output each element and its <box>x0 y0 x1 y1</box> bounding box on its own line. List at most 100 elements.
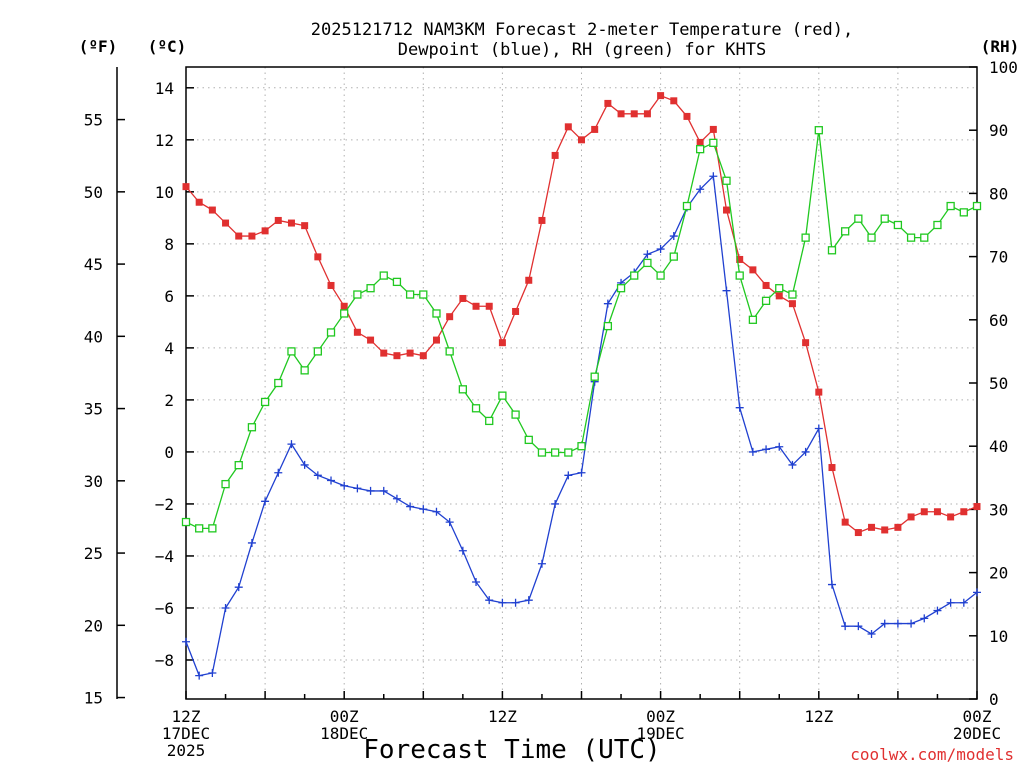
temperature-marker <box>274 216 282 224</box>
time-tick-label: 19DEC <box>637 724 685 743</box>
temperature-marker <box>617 110 625 118</box>
time-tick-label: 00Z <box>646 707 675 726</box>
dewpoint-marker <box>696 185 705 194</box>
temperature-marker <box>248 232 256 240</box>
fahrenheit-tick-label: 50 <box>84 183 103 202</box>
dewpoint-marker <box>880 619 889 628</box>
temperature-marker <box>947 513 955 521</box>
temperature-marker <box>182 183 190 191</box>
rh-marker <box>841 227 850 236</box>
rh-marker <box>577 442 586 451</box>
temperature-marker <box>657 92 665 100</box>
temperature-marker <box>578 136 585 144</box>
celsius-axis: −8 −6 −4 −2 0 2 4 6 8 10 12 14 <box>155 79 194 670</box>
dewpoint-marker <box>748 447 757 456</box>
dewpoint-marker <box>419 505 428 514</box>
temperature-marker <box>630 110 638 118</box>
dewpoint-marker <box>709 172 718 181</box>
rh-tick-label: 0 <box>989 690 999 709</box>
dewpoint-marker <box>472 577 481 586</box>
x-axis-label: Forecast Time (UTC) <box>363 735 660 765</box>
rh-marker <box>208 524 217 533</box>
temperature-marker <box>485 302 493 310</box>
series-dewpoint <box>182 172 981 680</box>
rh-tick-label: 50 <box>989 374 1008 393</box>
fahrenheit-tick-label: 40 <box>84 327 103 346</box>
dewpoint-marker <box>182 637 190 646</box>
rh-tick-label: 10 <box>989 627 1008 646</box>
dewpoint-marker <box>537 559 546 568</box>
rh-unit-label: (RH) <box>981 37 1020 56</box>
celsius-tick-label: −2 <box>155 495 174 514</box>
rh-marker <box>366 284 375 293</box>
temperature-marker <box>208 206 216 214</box>
dewpoint-marker <box>287 440 296 449</box>
rh-tick-label: 60 <box>989 311 1008 330</box>
temperature-marker <box>643 110 651 118</box>
series-2-meter-temperature <box>182 92 981 537</box>
temperature-marker <box>419 352 427 360</box>
rh-marker <box>616 284 626 293</box>
temperature-marker <box>709 125 717 133</box>
rh-marker <box>748 315 758 324</box>
temperature-marker <box>841 518 849 526</box>
temperature-marker <box>723 206 731 214</box>
dewpoint-marker <box>722 286 731 295</box>
temperature-marker <box>973 503 981 511</box>
rh-tick-label: 40 <box>989 437 1008 456</box>
temperature-marker <box>261 227 269 235</box>
temperature-marker <box>802 339 810 347</box>
temperature-marker <box>525 276 533 284</box>
temperature-marker <box>591 125 599 133</box>
rh-marker <box>234 461 243 470</box>
dewpoint-marker <box>406 502 415 511</box>
rh-marker <box>867 233 876 242</box>
rh-marker <box>498 391 507 400</box>
rh-marker <box>537 448 547 457</box>
rh-marker <box>906 233 916 242</box>
rh-marker <box>590 372 599 381</box>
rh-marker <box>920 233 929 242</box>
rh-marker <box>827 246 837 255</box>
celsius-tick-label: −4 <box>155 547 174 566</box>
celsius-tick-label: −8 <box>155 651 174 670</box>
temperature-marker <box>512 307 520 315</box>
temperature-marker <box>367 336 375 344</box>
dewpoint-marker <box>551 499 560 508</box>
celsius-tick-label: 6 <box>164 287 174 306</box>
rh-marker <box>854 214 863 223</box>
rh-marker <box>669 252 678 261</box>
rh-marker <box>682 201 692 211</box>
rh-marker <box>195 524 204 533</box>
temperature-marker <box>564 123 572 131</box>
rh-marker <box>485 416 494 426</box>
rh-tick-label: 70 <box>989 248 1008 267</box>
rh-marker <box>564 448 573 457</box>
temperature-marker <box>881 526 889 534</box>
rh-marker <box>432 309 441 318</box>
rh-marker <box>300 366 309 375</box>
temperature-marker <box>749 266 757 274</box>
rh-marker <box>959 208 968 217</box>
rh-tick-label: 80 <box>989 184 1008 203</box>
rh-marker <box>933 220 942 230</box>
dewpoint-marker <box>907 619 916 628</box>
dewpoint-marker <box>485 596 494 605</box>
dewpoint-marker <box>458 546 467 555</box>
rh-marker <box>405 290 415 299</box>
fahrenheit-tick-label: 55 <box>84 111 103 130</box>
fahrenheit-axis: 15 20 25 30 35 40 45 50 55 <box>84 111 125 708</box>
dewpoint-marker <box>300 460 309 469</box>
celsius-unit-label: (ºC) <box>148 37 187 56</box>
rh-marker <box>880 214 889 223</box>
temperature-marker <box>828 464 836 472</box>
dewpoint-marker <box>775 442 784 451</box>
rh-marker <box>247 423 257 432</box>
dewpoint-marker <box>959 598 968 607</box>
dewpoint-marker <box>841 622 850 631</box>
rh-marker <box>603 321 613 331</box>
dewpoint-marker <box>973 588 981 597</box>
rh-marker <box>709 138 718 147</box>
temperature-marker <box>340 302 348 310</box>
